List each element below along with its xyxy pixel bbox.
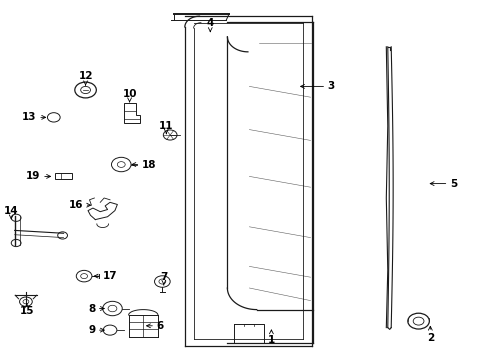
- Text: 5: 5: [429, 179, 456, 189]
- Text: 14: 14: [4, 206, 19, 219]
- Text: 13: 13: [22, 112, 45, 122]
- Text: 15: 15: [20, 303, 34, 316]
- Text: 4: 4: [206, 18, 214, 32]
- Text: 12: 12: [78, 71, 93, 85]
- Text: 19: 19: [26, 171, 50, 181]
- Text: 2: 2: [426, 326, 433, 343]
- Text: 3: 3: [300, 81, 334, 91]
- Text: 8: 8: [88, 303, 104, 314]
- Text: 16: 16: [68, 200, 90, 210]
- Text: 11: 11: [159, 121, 173, 134]
- Text: 9: 9: [88, 325, 104, 335]
- Text: 10: 10: [122, 89, 137, 102]
- Text: 17: 17: [94, 271, 117, 281]
- Text: 6: 6: [146, 321, 163, 331]
- Text: 7: 7: [160, 272, 167, 285]
- Text: 1: 1: [267, 330, 274, 345]
- Text: 18: 18: [132, 159, 156, 170]
